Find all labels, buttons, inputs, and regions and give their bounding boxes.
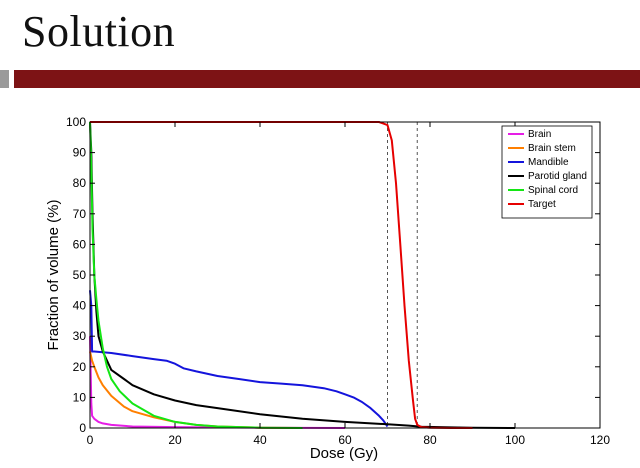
series-line-mandible bbox=[89, 290, 389, 428]
y-tick-label: 50 bbox=[73, 268, 87, 282]
y-tick-label: 70 bbox=[73, 207, 87, 221]
x-tick-label: 20 bbox=[168, 433, 182, 447]
x-tick-label: 120 bbox=[590, 433, 610, 447]
legend-entry: Brain stem bbox=[528, 143, 576, 154]
y-tick-label: 40 bbox=[73, 299, 87, 313]
series-line-spinal-cord bbox=[89, 121, 303, 429]
legend-box bbox=[501, 125, 593, 219]
y-tick-label: 30 bbox=[73, 329, 87, 343]
y-tick-label: 80 bbox=[73, 176, 87, 190]
legend-entry: Mandible bbox=[528, 157, 569, 168]
y-axis-label: Fraction of volume (%) bbox=[45, 200, 62, 351]
x-axis-label: Dose (Gy) bbox=[310, 445, 378, 462]
series-line-brain bbox=[89, 336, 346, 429]
y-tick-label: 100 bbox=[66, 115, 86, 129]
x-tick-label: 40 bbox=[253, 433, 267, 447]
slide-title: Solution bbox=[22, 7, 176, 56]
legend-entry: Parotid gland bbox=[528, 171, 587, 182]
x-tick-label: 100 bbox=[505, 433, 525, 447]
title-divider-bar bbox=[14, 70, 640, 88]
y-tick-label: 20 bbox=[73, 360, 87, 374]
x-tick-label: 80 bbox=[423, 433, 437, 447]
legend-entry: Brain bbox=[528, 129, 551, 140]
legend-entry: Target bbox=[528, 199, 556, 210]
y-tick-label: 90 bbox=[73, 146, 87, 160]
chart-legend: Brain Brain stem Mandible Parotid gland Spin… bbox=[501, 125, 593, 219]
dose-volume-chart: 0 20 40 60 80 100 120 0 10 20 30 40 50 60 70 80 90 100 Do… bbox=[45, 115, 610, 462]
y-tick-label: 10 bbox=[73, 390, 87, 404]
title-accent-square bbox=[0, 70, 9, 88]
x-tick-label: 60 bbox=[338, 433, 352, 447]
x-tick-label: 0 bbox=[87, 433, 94, 447]
legend-entry: Spinal cord bbox=[528, 185, 578, 196]
y-tick-label: 60 bbox=[73, 237, 87, 251]
y-tick-label: 0 bbox=[79, 421, 86, 435]
